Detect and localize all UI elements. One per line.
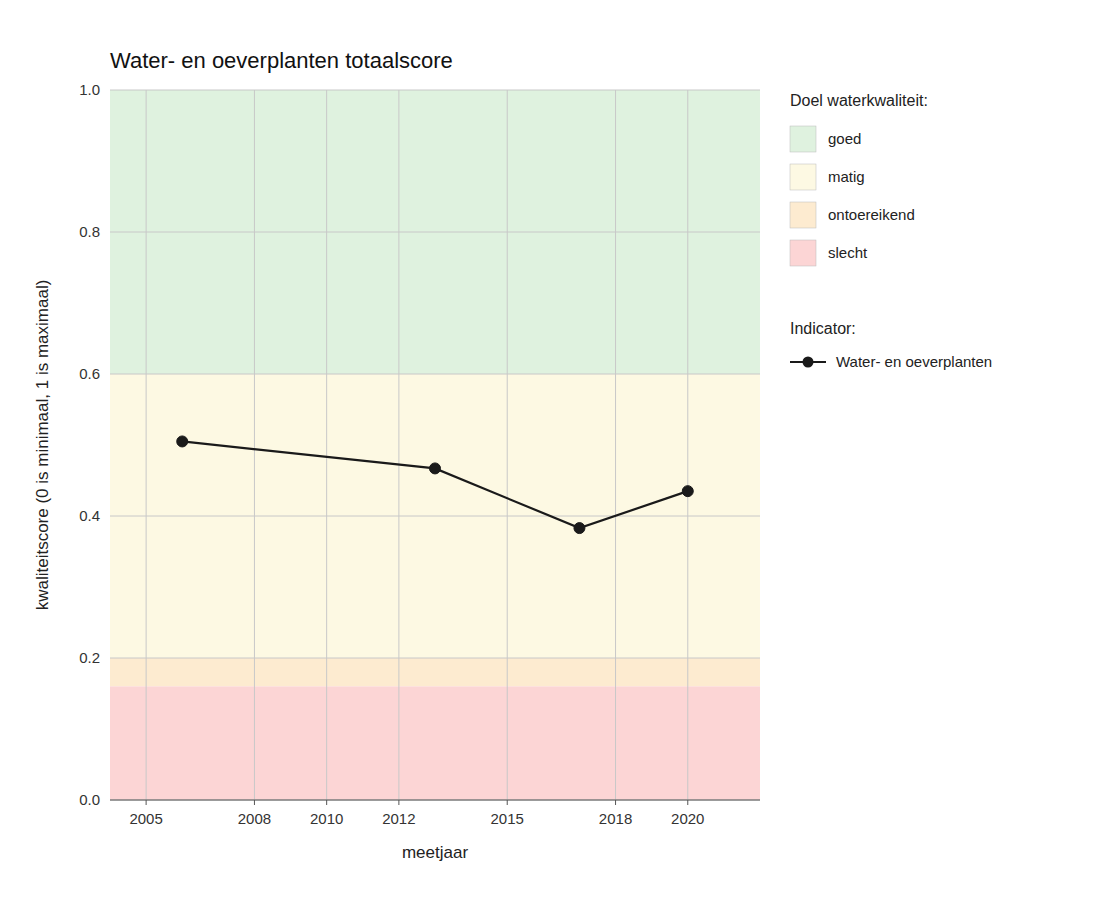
x-tick [146,800,147,805]
x-tick-label: 2020 [671,810,704,827]
x-tick [326,800,327,805]
x-tick [398,800,399,805]
legend-label: matig [828,168,865,185]
y-tick-label: 0.6 [79,365,100,382]
y-tick-label: 1.0 [79,81,100,98]
y-tick-label: 0.4 [79,507,100,524]
zone [110,90,760,374]
grid-line-x [615,90,616,800]
x-tick [615,800,616,805]
x-tick-label: 2012 [382,810,415,827]
grid-line-y [110,516,760,517]
zone [110,658,760,686]
legend-label: ontoereikend [828,206,915,223]
x-axis-line [110,800,760,801]
legend-swatch [790,240,816,266]
x-tick-label: 2010 [310,810,343,827]
grid-line-y [110,800,760,801]
legend-series: Indicator: Water- en oeverplanten [790,320,992,370]
point [682,486,693,497]
grid-line-x [507,90,508,800]
data [177,436,694,534]
point [574,523,585,534]
grid [110,90,760,800]
x-tick-label: 2008 [238,810,271,827]
x-tick [507,800,508,805]
grid-line-y [110,90,760,91]
grid-line-x [254,90,255,800]
y-axis-label: kwaliteitscore (0 is minimaal, 1 is maxi… [33,280,52,611]
chart: 2005 2008 2010 2012 2015 2018 2020 0.0 0.2 0.4 0.6… [0,0,1100,900]
axes: 2005 2008 2010 2012 2015 2018 2020 0.0 0.2 0.4 0.6… [79,81,760,827]
grid-line-y [110,658,760,659]
legend-swatch [790,202,816,228]
x-tick-label: 2005 [129,810,162,827]
x-axis-label: meetjaar [402,843,468,862]
legend-title: Doel waterkwaliteit: [790,92,928,109]
zones [110,90,760,800]
legend-label: Water- en oeverplanten [836,353,992,370]
y-tick-label: 0.2 [79,649,100,666]
x-tick [687,800,688,805]
point [430,463,441,474]
grid-line-x [687,90,688,800]
zone [110,374,760,658]
zone [110,686,760,800]
y-tick-label: 0.8 [79,223,100,240]
legend-marker [803,357,814,368]
page: {"chart_data": { "type": "line", "title"… [0,0,1100,900]
grid-line-x [398,90,399,800]
grid-line-x [146,90,147,800]
title: Water- en oeverplanten totaalscore [110,48,453,73]
legend-label: slecht [828,244,868,261]
x-tick-label: 2015 [491,810,524,827]
legend-swatch [790,164,816,190]
y-tick-label: 0.0 [79,791,100,808]
legend-zones: Doel waterkwaliteit: goed matig ontoereiken… [790,92,928,266]
point [177,436,188,447]
series-line [182,441,688,528]
legend-swatch [790,126,816,152]
grid-line-x [326,90,327,800]
grid-line-y [110,374,760,375]
x-tick [254,800,255,805]
legend-label: goed [828,130,861,147]
legend-title: Indicator: [790,320,856,337]
x-tick-label: 2018 [599,810,632,827]
grid-line-y [110,232,760,233]
